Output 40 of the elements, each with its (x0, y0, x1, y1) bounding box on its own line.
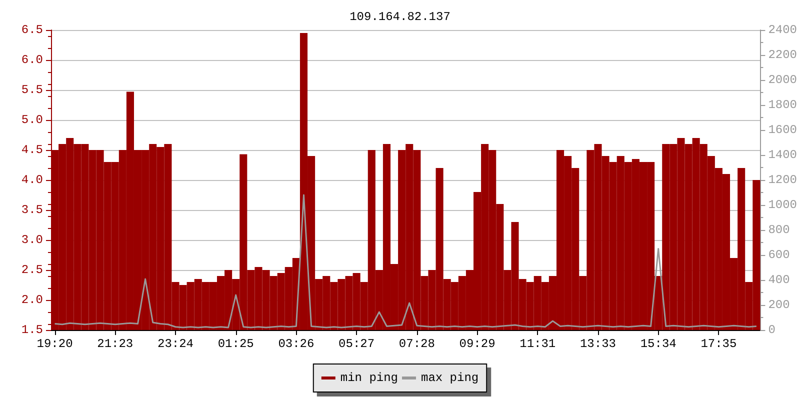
y-tick-label: 5.5 (21, 83, 43, 97)
x-tick-label: 05:27 (338, 337, 375, 351)
y2-tick-label: 200 (768, 298, 790, 312)
line-series (54, 194, 758, 328)
y2-tick-label: 400 (768, 273, 790, 287)
y-tick-label: 6.5 (21, 23, 43, 37)
legend-label: min ping (340, 371, 398, 385)
y2-tick-label: 2400 (768, 23, 798, 37)
y2-tick-label: 2000 (768, 73, 798, 87)
chart-title: 109.164.82.137 (350, 10, 450, 24)
x-tick-label: 09:29 (459, 337, 496, 351)
y2-tick-label: 1600 (768, 123, 798, 137)
x-tick-label: 03:26 (278, 337, 314, 351)
y2-tick-label: 1400 (768, 148, 798, 162)
y2-tick-label: 2200 (768, 48, 798, 62)
y2-tick-label: 800 (768, 223, 790, 237)
x-tick-label: 07:28 (398, 337, 435, 351)
y-tick-label: 4.0 (21, 173, 43, 187)
x-tick-label: 01:25 (218, 337, 254, 351)
y-tick-label: 2.5 (21, 263, 43, 277)
x-tick-label: 21:23 (97, 337, 134, 351)
y-tick-label: 3.0 (21, 233, 43, 247)
y-tick-label: 2.0 (21, 293, 43, 307)
y-tick-label: 1.5 (21, 323, 43, 337)
y2-tick-label: 1000 (768, 198, 798, 212)
legend-label: max ping (421, 371, 479, 385)
y2-tick-label: 1200 (768, 173, 798, 187)
y-tick-label: 4.5 (21, 143, 43, 157)
x-tick-label: 15:34 (640, 337, 676, 351)
y-tick-label: 5.0 (21, 113, 43, 127)
x-tick-label: 23:24 (157, 337, 194, 351)
y2-tick-label: 0 (768, 323, 776, 337)
y-tick-label: 6.0 (21, 53, 43, 67)
y2-tick-label: 1800 (768, 98, 798, 112)
x-tick-label: 19:20 (36, 337, 73, 351)
y-tick-label: 3.5 (21, 203, 43, 217)
y2-tick-label: 600 (768, 248, 790, 262)
x-tick-label: 13:33 (580, 337, 616, 351)
x-tick-label: 11:31 (520, 337, 556, 351)
x-tick-label: 17:35 (700, 337, 737, 351)
